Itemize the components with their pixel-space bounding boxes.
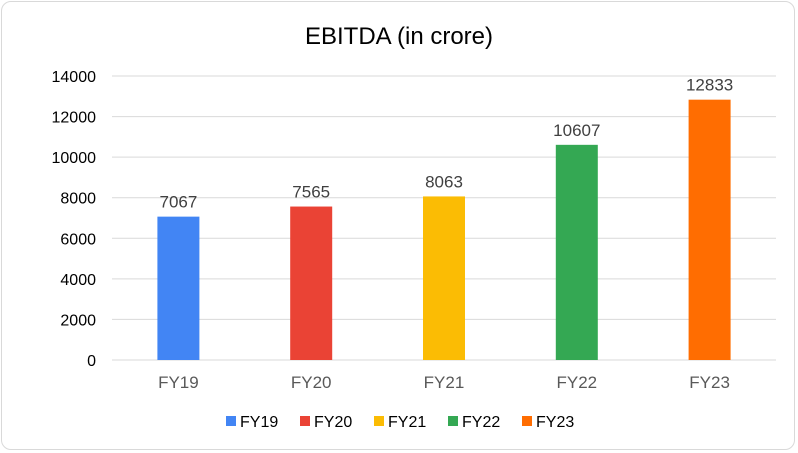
x-tick-label-fy19: FY19 bbox=[158, 373, 199, 392]
legend-swatch-fy21 bbox=[374, 416, 384, 426]
legend-label-fy20: FY20 bbox=[314, 414, 352, 431]
bar-fy20 bbox=[290, 206, 333, 360]
legend-swatch-fy20 bbox=[300, 416, 310, 426]
y-tick-label: 6000 bbox=[60, 231, 96, 248]
legend-label-fy21: FY21 bbox=[388, 414, 426, 431]
bar-fy23 bbox=[688, 99, 731, 360]
legend: FY19 FY20 FY21 FY22 FY23 bbox=[226, 414, 574, 431]
data-label-fy22: 10607 bbox=[553, 121, 600, 140]
data-label-fy23: 12833 bbox=[686, 76, 733, 95]
y-tick-label: 2000 bbox=[60, 312, 96, 329]
data-label-fy19: 7067 bbox=[159, 193, 197, 212]
data-label-fy21: 8063 bbox=[425, 172, 463, 191]
chart-title: EBITDA (in crore) bbox=[305, 23, 493, 50]
legend-swatch-fy22 bbox=[448, 416, 458, 426]
x-tick-label-fy20: FY20 bbox=[291, 373, 332, 392]
y-tick-label: 8000 bbox=[60, 191, 96, 208]
legend-label-fy19: FY19 bbox=[240, 414, 278, 431]
data-labels: 7067 7565 8063 10607 12833 bbox=[159, 76, 733, 212]
bar-fy21 bbox=[423, 196, 465, 360]
data-label-fy20: 7565 bbox=[292, 183, 330, 202]
x-axis-ticks: FY19 FY20 FY21 FY22 FY23 bbox=[158, 373, 730, 392]
x-tick-label-fy21: FY21 bbox=[424, 373, 465, 392]
y-tick-label: 14000 bbox=[52, 69, 97, 86]
y-tick-label: 0 bbox=[87, 353, 96, 370]
legend-label-fy23: FY23 bbox=[536, 414, 574, 431]
legend-swatch-fy19 bbox=[226, 416, 236, 426]
legend-swatch-fy23 bbox=[522, 416, 532, 426]
y-tick-label: 4000 bbox=[60, 272, 96, 289]
x-tick-label-fy23: FY23 bbox=[689, 373, 730, 392]
bar-fy22 bbox=[555, 144, 598, 360]
y-axis-ticks: 0 2000 4000 6000 8000 10000 12000 14000 bbox=[52, 69, 97, 370]
bars bbox=[157, 99, 731, 360]
y-tick-label: 10000 bbox=[52, 150, 97, 167]
legend-label-fy22: FY22 bbox=[462, 414, 500, 431]
x-tick-label-fy22: FY22 bbox=[556, 373, 597, 392]
y-tick-label: 12000 bbox=[52, 110, 97, 127]
bar-fy19 bbox=[157, 216, 200, 360]
